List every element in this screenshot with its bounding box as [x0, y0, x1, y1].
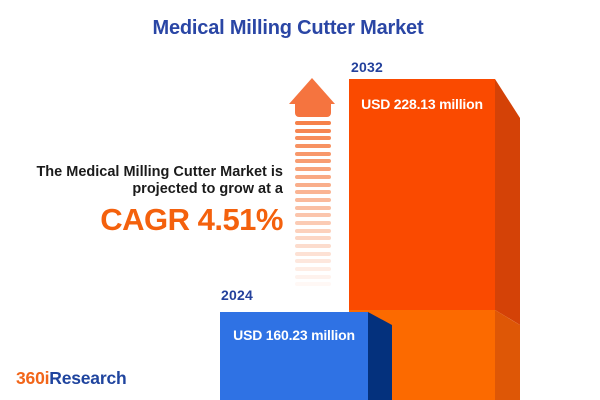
bar-2032-side-bottom	[495, 310, 520, 400]
brand-logo: 360iResearch	[16, 368, 127, 389]
bar-2024-year-label: 2024	[221, 287, 253, 303]
bar-2032-value-label: USD 228.13 million	[361, 96, 483, 112]
tagline-line2: projected to grow at a	[132, 181, 283, 197]
bar-2032-front-top	[349, 79, 495, 310]
arrow-neck	[295, 104, 331, 117]
brand-logo-research: Research	[49, 368, 127, 388]
bar-2024-side	[368, 312, 392, 400]
arrow-stripes	[295, 121, 331, 290]
bar-2024-front	[220, 312, 368, 400]
tagline: The Medical Milling Cutter Market is pro…	[36, 164, 283, 235]
bar-2024-value-label: USD 160.23 million	[233, 327, 355, 343]
arrow-head-icon	[289, 78, 335, 104]
tagline-line1: The Medical Milling Cutter Market is	[36, 164, 283, 180]
page-title: Medical Milling Cutter Market	[152, 17, 424, 39]
bar-2032-side-top	[495, 79, 520, 325]
brand-logo-360i: 360i	[16, 368, 50, 388]
cagr-value: CAGR 4.51%	[100, 202, 283, 237]
bar-2032-year-label: 2032	[351, 59, 383, 75]
